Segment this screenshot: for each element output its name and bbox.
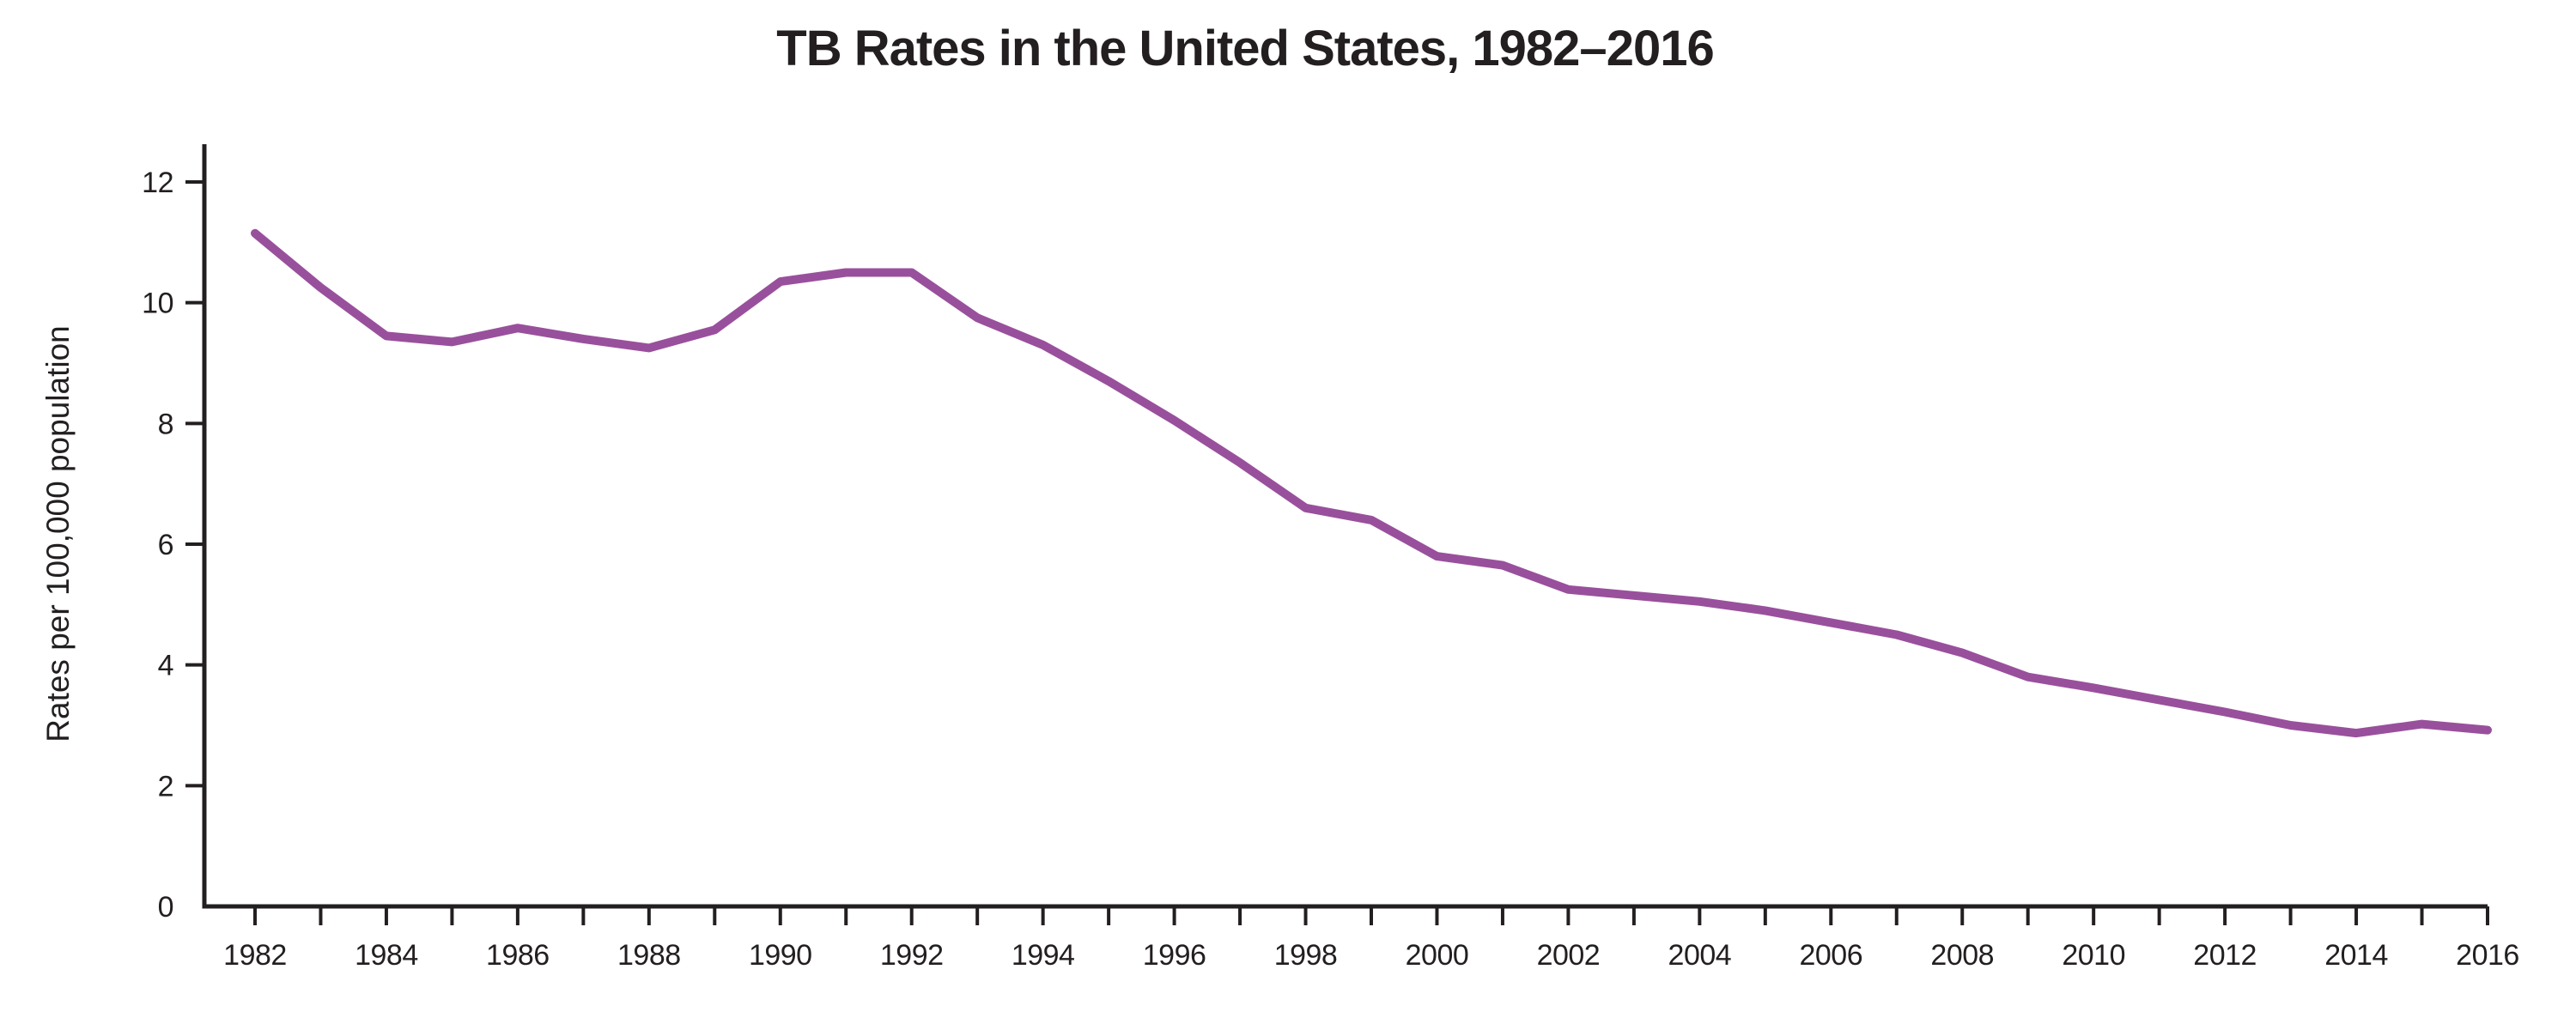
y-tick-label: 12 [142,167,173,199]
x-tick-label: 2004 [1668,939,1732,972]
y-tick-label: 6 [158,529,173,561]
x-tick-label: 1992 [880,939,944,972]
y-axis-label: Rates per 100,000 population [40,325,76,742]
x-tick-label: 2006 [1799,939,1862,972]
tb-rate-line [251,228,2492,738]
x-tick-label: 2012 [2193,939,2257,972]
x-tick-label: 2000 [1406,939,1469,972]
y-tick-label: 2 [158,770,173,803]
x-tick-label: 1988 [617,939,681,972]
axes [202,144,2488,909]
x-tick-label: 1998 [1274,939,1338,972]
x-tick-label: 1994 [1012,939,1075,972]
x-tick-label: 1986 [486,939,550,972]
x-tick-label: 2014 [2324,939,2388,972]
y-axis-tick-labels: 0 2 4 6 8 10 12 [142,167,173,924]
x-tick-label: 2002 [1537,939,1601,972]
chart-title: TB Rates in the United States, 1982–2016 [776,21,1713,76]
x-tick-label: 1982 [223,939,287,972]
x-tick-label: 2016 [2456,939,2519,972]
x-tick-label: 2008 [1930,939,1994,972]
x-tick-label: 1990 [749,939,812,972]
y-tick-label: 0 [158,891,173,924]
y-tick-label: 10 [142,288,173,320]
x-tick-label: 2010 [2062,939,2125,972]
y-tick-label: 4 [158,650,173,682]
y-tick-label: 8 [158,408,173,440]
y-axis-ticks [185,180,204,788]
x-axis-tick-labels: 1982 1984 1986 1988 1990 1992 1994 1996 1998 2000… [223,939,2519,972]
x-tick-label: 1996 [1143,939,1206,972]
x-tick-label: 1984 [355,939,418,972]
x-axis-ticks [253,906,2489,925]
